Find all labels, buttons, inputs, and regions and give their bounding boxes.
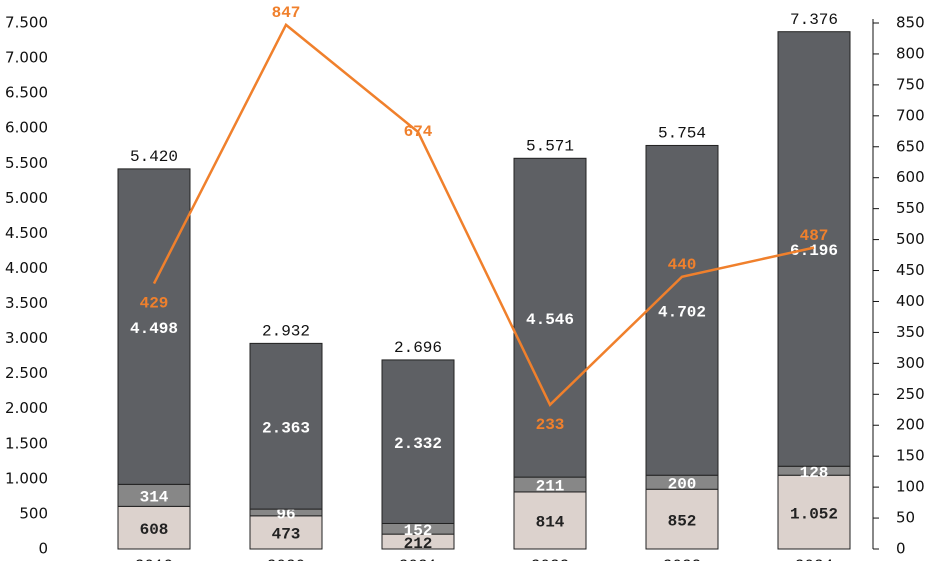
y-tick-label: 1.000 xyxy=(5,469,48,487)
x-tick-label: 2019 xyxy=(135,557,173,561)
bar-value-label: 128 xyxy=(800,464,829,482)
bar-segment xyxy=(249,342,323,510)
y2-tick-label: 500 xyxy=(896,230,925,248)
total-label: 5.754 xyxy=(658,125,706,143)
y-tick-label: 3.500 xyxy=(5,294,48,312)
bar-value-label: 200 xyxy=(668,475,697,493)
y-tick-label: 4.000 xyxy=(5,259,48,277)
bar-segment xyxy=(513,491,587,550)
y2-tick-label: 850 xyxy=(896,14,925,32)
y2-tick-label: 150 xyxy=(896,447,925,465)
y-tick-label: 5.000 xyxy=(5,189,48,207)
y-tick-label: 3.000 xyxy=(5,329,48,347)
y-tick-label: 2.500 xyxy=(5,364,48,382)
bar-value-label: 4.498 xyxy=(130,320,178,338)
y-tick-label: 7.000 xyxy=(5,49,48,67)
y-tick-label: 0 xyxy=(38,540,48,558)
y2-tick-label: 750 xyxy=(896,75,925,93)
bar-value-label: 6.196 xyxy=(790,242,838,260)
y-tick-label: 4.500 xyxy=(5,224,48,242)
bar-segment xyxy=(117,168,191,485)
total-label: 5.571 xyxy=(526,138,574,156)
y-tick-label: 1.500 xyxy=(5,434,48,452)
x-tick-label: 2023 xyxy=(663,557,701,561)
y2-tick-label: 300 xyxy=(896,354,925,372)
y2-tick-label: 600 xyxy=(896,168,925,186)
total-label: 7.376 xyxy=(790,11,838,29)
y2-tick-label: 700 xyxy=(896,106,925,124)
bar-value-label: 2.332 xyxy=(394,435,442,453)
x-tick-label: 2022 xyxy=(531,557,569,561)
y2-tick-label: 250 xyxy=(896,385,925,403)
y-tick-label: 5.500 xyxy=(5,154,48,172)
y2-tick-label: 200 xyxy=(896,416,925,434)
y-tick-label: 6.000 xyxy=(5,119,48,137)
line-value-label: 847 xyxy=(272,4,301,22)
bar-segment xyxy=(777,474,851,550)
y2-tick-label: 650 xyxy=(896,137,925,155)
line-value-label: 440 xyxy=(668,256,697,274)
y-tick-label: 500 xyxy=(19,504,48,522)
line-value-label: 233 xyxy=(536,416,565,434)
bar-value-label: 2.363 xyxy=(262,419,310,437)
bar-value-label: 1.052 xyxy=(790,505,838,523)
y2-tick-label: 100 xyxy=(896,478,925,496)
bar-segment xyxy=(513,157,587,478)
y2-tick-label: 0 xyxy=(896,540,906,558)
line-value-label: 429 xyxy=(140,295,169,313)
y-tick-label: 2.000 xyxy=(5,399,48,417)
x-tick-label: 2020 xyxy=(267,557,305,561)
y2-tick-label: 550 xyxy=(896,199,925,217)
x-tick-label: 2024 xyxy=(795,557,833,561)
bar-segment xyxy=(645,144,719,476)
bar-value-label: 152 xyxy=(404,522,433,540)
y2-tick-label: 50 xyxy=(896,509,915,527)
bar-value-label: 314 xyxy=(140,489,169,507)
bar-segment xyxy=(249,515,323,550)
total-label: 2.932 xyxy=(262,323,310,341)
bar-segment xyxy=(645,488,719,550)
y-tick-label: 6.500 xyxy=(5,84,48,102)
line xyxy=(152,22,815,407)
total-label: 5.420 xyxy=(130,148,178,166)
x-tick-label: 2021 xyxy=(399,557,437,561)
bar-segment xyxy=(381,359,455,524)
y2-tick-label: 450 xyxy=(896,261,925,279)
y2-tick-label: 800 xyxy=(896,44,925,62)
line-value-label: 674 xyxy=(404,123,433,141)
bar-value-label: 608 xyxy=(140,521,169,539)
bar-value-label: 473 xyxy=(272,526,301,544)
bar-value-label: 4.702 xyxy=(658,304,706,322)
bar-value-label: 814 xyxy=(536,514,565,532)
bar-value-label: 96 xyxy=(276,506,295,524)
bar-value-label: 212 xyxy=(404,535,433,553)
y2-tick-label: 400 xyxy=(896,292,925,310)
line-value-label: 487 xyxy=(800,227,829,245)
y2-tick-label: 350 xyxy=(896,323,925,341)
total-label: 2.696 xyxy=(394,339,442,357)
bar-value-label: 852 xyxy=(668,512,697,530)
bar-segment xyxy=(777,31,851,467)
y-tick-label: 7.500 xyxy=(5,14,48,32)
bar-value-label: 4.546 xyxy=(526,311,574,329)
bar-value-label: 211 xyxy=(536,478,565,496)
